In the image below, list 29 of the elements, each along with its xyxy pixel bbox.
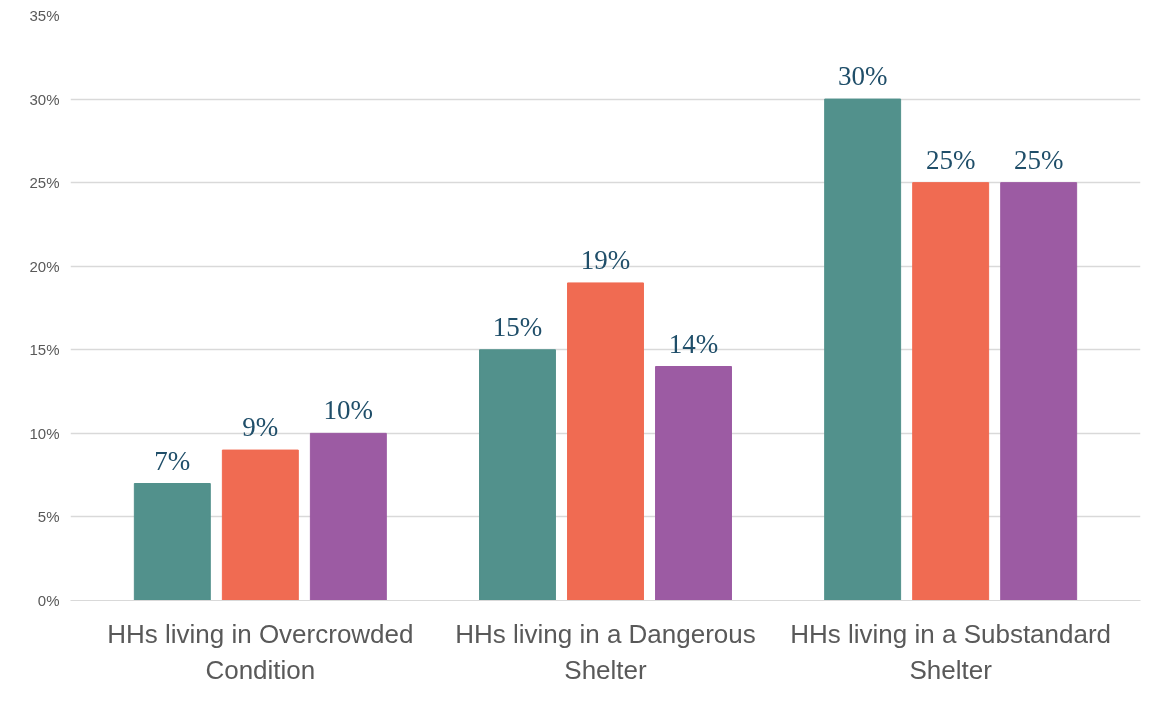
bar (912, 182, 990, 601)
bar (133, 483, 211, 601)
y-tick-label: 15% (29, 341, 60, 359)
data-label: 25% (925, 144, 976, 175)
y-tick-label: 0% (37, 592, 60, 609)
data-label: 30% (837, 61, 888, 92)
x-tick-label: HHs living in Overcrowded Condition (107, 618, 414, 685)
y-tick-label: 10% (29, 424, 60, 442)
y-tick-label: 25% (29, 174, 60, 192)
data-label: 9% (242, 412, 279, 443)
data-label: 14% (668, 328, 719, 359)
x-tick-label: HHs living in a Substandard Shelter (790, 618, 1112, 685)
y-tick-label: 5% (37, 508, 60, 526)
bar (567, 282, 644, 601)
bar (309, 432, 387, 601)
data-label: 10% (323, 395, 374, 426)
bar (824, 98, 902, 601)
data-label: 19% (580, 244, 631, 275)
data-label: 7% (154, 445, 191, 476)
bar (655, 366, 732, 601)
y-tick-label: 35% (29, 7, 60, 24)
bar (221, 449, 299, 601)
bar (1000, 182, 1078, 601)
data-label: 25% (1013, 144, 1064, 175)
y-tick-label: 20% (29, 257, 60, 275)
y-tick-label: 30% (29, 90, 60, 108)
x-tick-label: HHs living in a Dangerous Shelter (455, 618, 756, 685)
data-label: 15% (492, 311, 543, 342)
bar (479, 349, 556, 601)
